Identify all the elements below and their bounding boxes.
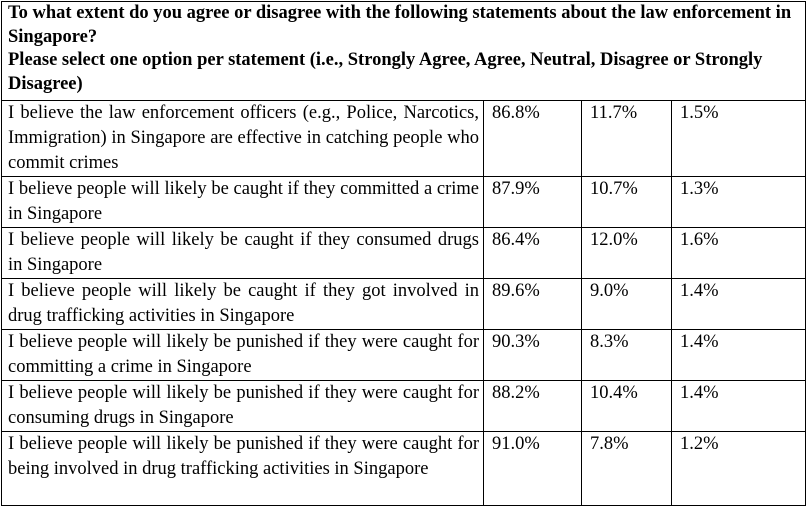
value-cell: 7.8% [581,431,672,506]
value-cell: 1.4% [670,278,806,330]
statement-cell: I believe people will likely be caught i… [1,278,484,330]
table-row: I believe people will likely be punished… [1,329,806,381]
statement-cell: I believe people will likely be punished… [1,431,484,506]
value-cell: 86.4% [483,227,582,279]
table-row: I believe people will likely be caught i… [1,227,806,279]
statement-cell: I believe people will likely be punished… [1,380,484,432]
table-row: I believe people will likely be punished… [1,431,806,506]
value-cell: 10.4% [581,380,672,432]
table-header-row: To what extent do you agree or disagree … [0,1,806,101]
table-row: I believe people will likely be caught i… [1,278,806,330]
statement-cell: I believe the law enforcement officers (… [1,100,484,177]
value-cell: 1.4% [670,380,806,432]
value-cell: 1.3% [670,176,806,228]
table-row: I believe the law enforcement officers (… [1,100,806,177]
statement-cell: I believe people will likely be punished… [1,329,484,381]
value-cell: 88.2% [483,380,582,432]
value-cell: 1.4% [670,329,806,381]
value-cell: 87.9% [483,176,582,228]
value-cell: 90.3% [483,329,582,381]
survey-instruction: Please select one option per statement (… [8,50,763,94]
value-cell: 91.0% [483,431,582,506]
value-cell: 12.0% [581,227,672,279]
table-row: I believe people will likely be punished… [1,380,806,432]
value-cell: 1.5% [670,100,806,177]
value-cell: 1.2% [670,431,806,506]
table-header-cell: To what extent do you agree or disagree … [0,1,806,101]
value-cell: 9.0% [581,278,672,330]
value-cell: 89.6% [483,278,582,330]
value-cell: 8.3% [581,329,672,381]
statement-cell: I believe people will likely be caught i… [1,227,484,279]
table-row: I believe people will likely be caught i… [1,176,806,228]
value-cell: 10.7% [581,176,672,228]
value-cell: 86.8% [483,100,582,177]
statement-cell: I believe people will likely be caught i… [1,176,484,228]
value-cell: 1.6% [670,227,806,279]
survey-question: To what extent do you agree or disagree … [8,3,792,47]
value-cell: 11.7% [581,100,672,177]
